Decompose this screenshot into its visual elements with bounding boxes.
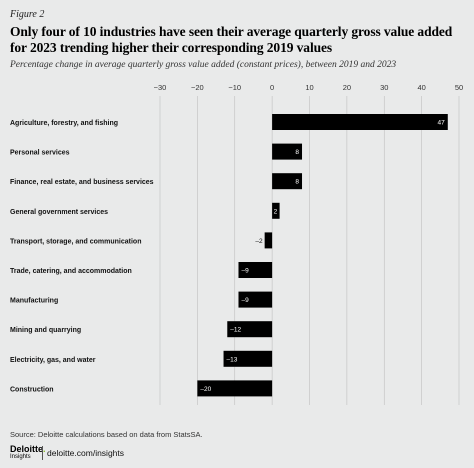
bar bbox=[272, 114, 448, 130]
x-tick-label: 30 bbox=[380, 83, 388, 92]
category-label: Manufacturing bbox=[10, 298, 58, 305]
figure-label: Figure 2 bbox=[10, 9, 45, 20]
bar bbox=[272, 202, 280, 219]
x-tick-label: 0 bbox=[270, 83, 274, 92]
bar-chart: −30 −20 −10 0 10 20 30 40 50 Agriculture, forestr… bbox=[10, 83, 463, 405]
category-label: General government services bbox=[10, 209, 108, 216]
footer-divider bbox=[42, 446, 43, 460]
bar bbox=[264, 232, 273, 249]
bar bbox=[272, 173, 303, 190]
category-label: Construction bbox=[10, 386, 54, 393]
data-label: 8 bbox=[295, 149, 299, 156]
data-label: 47 bbox=[438, 120, 446, 127]
x-tick-label: −20 bbox=[191, 83, 204, 92]
bar bbox=[238, 262, 273, 278]
data-label: –12 bbox=[230, 327, 241, 334]
bar bbox=[272, 143, 303, 160]
data-label: 2 bbox=[274, 208, 278, 215]
category-label: Mining and quarrying bbox=[10, 327, 81, 334]
category-label: Trade, catering, and accommodation bbox=[10, 268, 132, 275]
data-label: 8 bbox=[295, 179, 299, 186]
x-tick-label: −10 bbox=[228, 83, 241, 92]
x-tick-label: 20 bbox=[343, 83, 351, 92]
deloitte-logo[interactable]: Deloitte. Insights bbox=[10, 445, 46, 461]
x-tick-label: −30 bbox=[154, 83, 167, 92]
logo-dot: . bbox=[43, 444, 46, 454]
chart-subtitle: Percentage change in average quarterly g… bbox=[10, 60, 397, 70]
bar bbox=[227, 321, 273, 338]
data-label: –13 bbox=[227, 356, 238, 363]
category-label: Finance, real estate, and business servi… bbox=[10, 179, 154, 186]
site-link[interactable]: deloitte.com/insights bbox=[47, 448, 125, 458]
category-label: Transport, storage, and communication bbox=[10, 238, 141, 245]
category-label: Personal services bbox=[10, 150, 70, 157]
x-tick-label: 40 bbox=[417, 83, 425, 92]
x-tick-label: 50 bbox=[455, 83, 463, 92]
category-label: Agriculture, forestry, and fishing bbox=[10, 120, 118, 127]
data-label: –9 bbox=[241, 297, 249, 304]
bar bbox=[197, 380, 273, 397]
x-tick-label: 10 bbox=[305, 83, 313, 92]
bar bbox=[223, 350, 273, 367]
data-label: –9 bbox=[241, 268, 249, 275]
bar bbox=[238, 291, 273, 308]
logo-subline: Insights bbox=[10, 454, 31, 460]
category-label: Electricity, gas, and water bbox=[10, 357, 96, 364]
logo-wordmark: Deloitte bbox=[10, 444, 44, 454]
source-note: Source: Deloitte calculations based on d… bbox=[10, 430, 203, 439]
data-label: –2 bbox=[255, 238, 263, 245]
data-label: –20 bbox=[200, 386, 211, 393]
chart-title: Only four of 10 industries have seen the… bbox=[10, 24, 453, 55]
